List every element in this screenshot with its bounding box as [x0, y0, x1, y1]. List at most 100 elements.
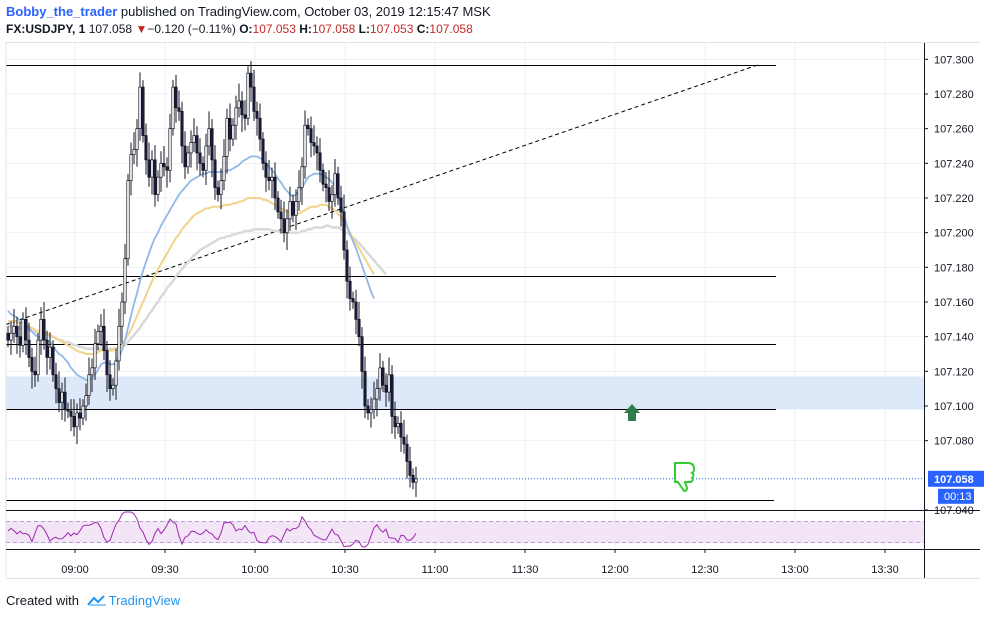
candle-body [246, 72, 250, 119]
price-tick-label: 107.160 [934, 297, 974, 309]
time-tick-label: 12:30 [691, 564, 719, 576]
price-axis[interactable]: 107.300 107.280 107.260 107.240 107.220 107.2… [924, 54, 984, 517]
candle-body [12, 325, 16, 334]
candle-body [204, 145, 208, 171]
candle-body [321, 169, 325, 185]
candle-body [390, 374, 394, 417]
candle-body [300, 166, 304, 188]
candle-body [96, 331, 100, 344]
author-link[interactable]: Bobby_the_trader [6, 4, 118, 19]
ema-slow-line [8, 224, 387, 351]
candle-body [315, 145, 319, 154]
candle-body [72, 416, 76, 428]
candle-body [33, 370, 37, 376]
candle-body [6, 332, 10, 341]
rsi-line [7, 511, 417, 548]
low-label: L: [358, 22, 370, 36]
time-axis[interactable]: 09:00 09:30 10:00 10:30 11:00 11:30 12:00 12:30… [61, 549, 899, 576]
publish-info: Bobby_the_trader published on TradingVie… [6, 4, 491, 19]
candle-body [336, 173, 340, 199]
symbol-label[interactable]: FX:USDJPY, 1 [6, 22, 86, 36]
candle-body [111, 384, 115, 390]
candle-body [183, 145, 187, 168]
close-value: 107.058 [429, 22, 473, 36]
tradingview-brand[interactable]: TradingView [108, 593, 181, 608]
candle-body [171, 86, 175, 130]
candle-body [243, 114, 247, 119]
candle-body [261, 138, 265, 164]
last-price: 107.058 [88, 22, 133, 36]
candle-body [69, 410, 73, 417]
published-text: published on TradingView.com, October 03… [120, 4, 491, 19]
candle-body [9, 332, 13, 341]
chart-frame [5, 42, 980, 579]
candle-body [375, 388, 379, 400]
price-tick-label: 107.240 [934, 158, 974, 170]
candle-body [186, 152, 190, 168]
candle-body [414, 478, 418, 483]
candle-body [48, 346, 52, 358]
candle-body [168, 128, 172, 171]
candle-body [378, 367, 382, 390]
candle-body [156, 176, 160, 195]
candle-body [327, 187, 331, 202]
price-tick-label: 107.040 [934, 505, 974, 517]
rsi-panel [6, 511, 924, 548]
candle-body [219, 180, 223, 195]
candle-body [57, 388, 61, 403]
candle-body [354, 301, 358, 320]
candle-body [381, 367, 385, 386]
candles [6, 61, 418, 497]
time-tick-label: 13:00 [781, 564, 809, 576]
candle-body [273, 176, 277, 199]
price-tick-label: 107.100 [934, 401, 974, 413]
candle-body [90, 367, 94, 376]
current-price-label: 107.058 [934, 474, 974, 486]
candle-body [66, 409, 70, 412]
candle-body [360, 336, 364, 372]
candle-body [267, 176, 271, 182]
candle-body [369, 409, 373, 414]
candle-body [15, 325, 19, 338]
candle-body [150, 159, 154, 178]
candle-body [138, 86, 142, 130]
candle-body [411, 474, 415, 483]
candle-body [84, 395, 88, 407]
trendline [5, 64, 760, 326]
candle-body [60, 391, 64, 403]
candle-body [222, 156, 226, 182]
thumbs-down-icon [674, 462, 696, 493]
candle-body [255, 110, 259, 119]
candle-body [201, 162, 205, 171]
candle-body [195, 135, 199, 154]
candle-body [228, 117, 232, 140]
candle-body [39, 318, 43, 341]
time-tick-label: 13:30 [871, 564, 899, 576]
candle-body [384, 384, 388, 393]
candle-body [117, 325, 121, 362]
candle-body [237, 100, 241, 109]
candle-body [177, 107, 181, 112]
annotations [624, 404, 696, 493]
price-tick-label: 107.140 [934, 332, 974, 344]
open-label: O: [239, 22, 253, 36]
candle-body [213, 159, 217, 188]
created-with-text: Created with [6, 593, 79, 608]
time-tick-label: 11:00 [422, 564, 449, 576]
candle-body [252, 86, 256, 112]
candle-body [366, 405, 370, 414]
candle-body [348, 280, 352, 299]
candle-body [402, 436, 406, 445]
candle-body [144, 135, 148, 161]
candle-body [63, 391, 67, 410]
candle-body [363, 370, 367, 407]
price-tick-label: 107.080 [934, 436, 974, 448]
candle-body [405, 443, 409, 462]
down-arrow-icon: ▼ [135, 22, 148, 36]
candle-body [159, 162, 163, 178]
price-tick-label: 107.120 [934, 366, 974, 378]
candle-body [42, 318, 46, 341]
open-value: 107.053 [252, 22, 296, 36]
candle-body [345, 249, 349, 282]
